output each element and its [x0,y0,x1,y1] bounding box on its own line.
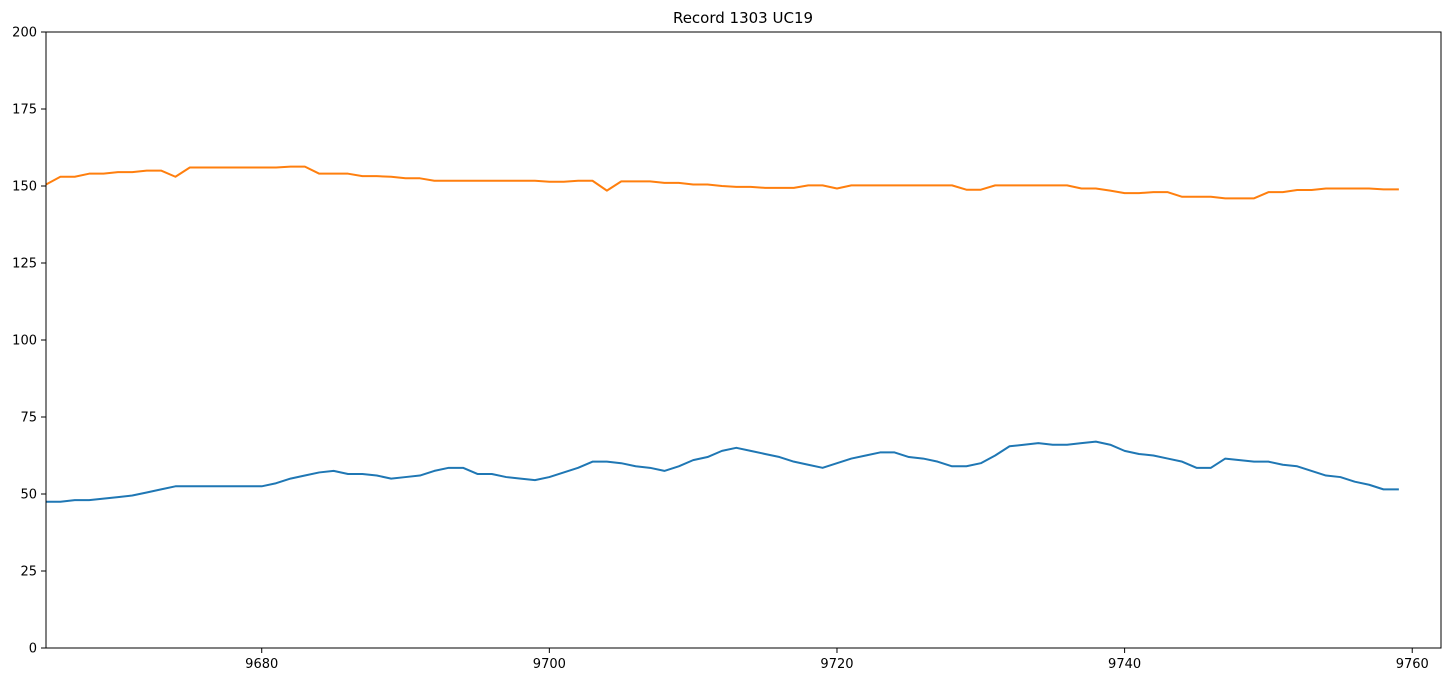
plot-area [46,165,1399,503]
y-tick-label: 125 [12,257,37,272]
x-tick-label: 9700 [533,657,566,672]
x-tick-label: 9740 [1108,657,1141,672]
axes: 9680 9700 9720 9740 9760 0 25 50 75 100 125 150 175 2… [12,26,1442,672]
y-tick-label: 150 [12,180,37,195]
y-tick-label: 0 [29,642,37,657]
y-tick-label: 200 [12,26,37,41]
x-tick-label: 9680 [245,657,278,672]
y-tick-label: 50 [20,488,37,503]
y-tick-label: 100 [12,334,37,349]
x-tick-label: 9760 [1396,657,1429,672]
chart-title: Record 1303 UC19 [673,9,813,27]
series-line-1 [46,440,1399,503]
x-tick-label: 9720 [820,657,853,672]
plot-frame [45,31,1442,649]
y-tick-label: 75 [20,411,37,426]
y-tick-label: 25 [20,565,37,580]
y-tick-label: 175 [12,103,37,118]
series-line-2 [46,165,1399,200]
